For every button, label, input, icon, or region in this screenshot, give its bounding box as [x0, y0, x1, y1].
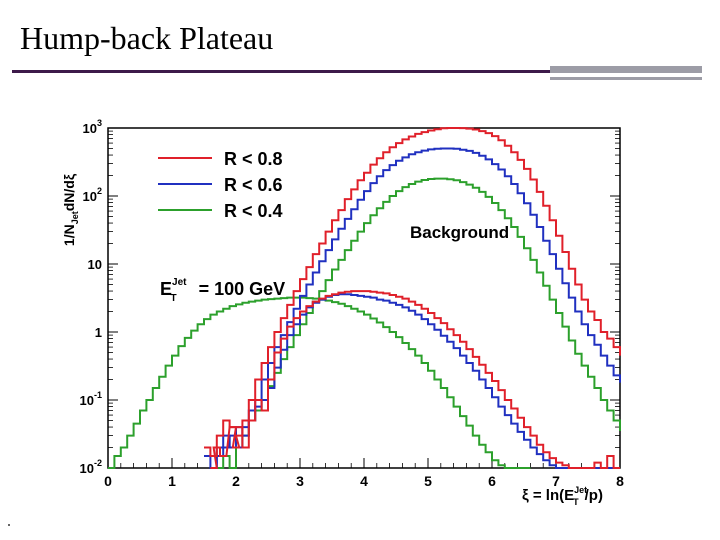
y-tick-base: 10 — [83, 121, 97, 136]
series-layer — [108, 127, 621, 469]
background-annotation: Background — [410, 223, 509, 242]
y-tick-label: 10 — [88, 257, 102, 272]
x-tick-label: 6 — [488, 473, 496, 489]
x-tick-label: 5 — [424, 473, 432, 489]
et-main: E — [160, 279, 172, 299]
y-axis-label: 1/NJetdN/dξ — [61, 173, 80, 246]
et-value: = 100 GeV — [199, 279, 286, 299]
series-06-background-line — [210, 147, 621, 469]
x-tick-label: 7 — [552, 473, 560, 489]
footer-dot — [8, 524, 10, 526]
x-axis-label: ξ = ln(EJet T/p) — [522, 485, 603, 507]
x-tick-labels: 0 1 2 3 4 5 6 7 8 — [104, 473, 624, 489]
x-axis-label-sub: T — [573, 497, 579, 507]
y-tick-label: 1 — [95, 325, 102, 340]
series-04-background-line — [216, 177, 621, 469]
title-underline — [12, 70, 550, 73]
title-accent-bar-thin — [550, 77, 702, 80]
y-axis-label-rest: dN/dξ — [61, 173, 77, 211]
et-annotation: EJet T = 100 GeV — [160, 277, 285, 304]
y-tick-exp: -1 — [94, 390, 102, 400]
x-tick-label: 1 — [168, 473, 176, 489]
x-tick-label: 3 — [296, 473, 304, 489]
series-08-jet-line — [204, 290, 620, 469]
x-axis-label-main: ξ = ln(E — [522, 487, 574, 504]
series-04-jet-line — [108, 296, 531, 469]
legend: R < 0.8 R < 0.6 R < 0.4 — [158, 149, 283, 221]
y-tick-exp: 2 — [97, 186, 102, 196]
slide-title: Hump-back Plateau — [20, 20, 274, 56]
y-tick-label: 10-1 — [80, 390, 102, 408]
legend-label: R < 0.4 — [224, 201, 283, 221]
series-08-background-line — [210, 127, 621, 469]
y-tick-label: 10-2 — [80, 458, 102, 476]
et-sup: Jet — [172, 277, 187, 288]
et-sub: T — [170, 293, 176, 304]
x-tick-label: 4 — [360, 473, 368, 489]
y-tick-exp: -2 — [94, 458, 102, 468]
y-tick-exp: 3 — [97, 118, 102, 128]
legend-label: R < 0.8 — [224, 149, 283, 169]
x-tick-label: 0 — [104, 473, 112, 489]
x-tick-label: 2 — [232, 473, 240, 489]
y-tick-label: 103 — [83, 118, 102, 136]
title-accent-bar — [550, 66, 702, 73]
y-tick-base: 10 — [80, 393, 94, 408]
y-axis-label-sub: Jet — [70, 211, 80, 224]
series-06-jet-line — [204, 293, 620, 469]
x-axis-label-sup: Jet — [574, 485, 587, 495]
legend-label: R < 0.6 — [224, 175, 283, 195]
x-tick-label: 8 — [616, 473, 624, 489]
y-axis-label-main: 1/N — [61, 224, 77, 246]
y-tick-base: 10 — [83, 189, 97, 204]
y-tick-label: 102 — [83, 186, 102, 204]
x-axis-label-rest: /p) — [585, 487, 603, 504]
y-tick-base: 10 — [80, 461, 94, 476]
